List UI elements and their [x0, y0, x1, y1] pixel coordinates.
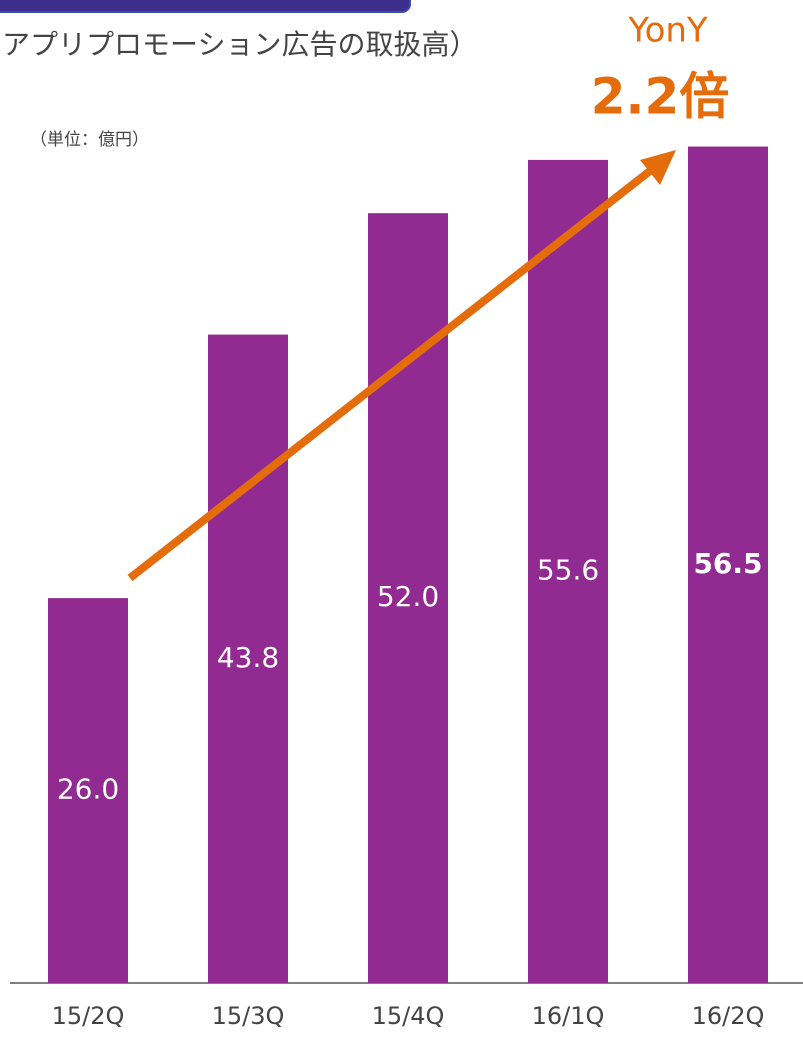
value-label: 43.8: [217, 641, 279, 674]
header-box: [0, 0, 411, 13]
bar: [48, 598, 128, 983]
annotation: YonY: [627, 11, 708, 51]
x-tick-label: 16/2Q: [692, 1002, 765, 1030]
value-label: 56.5: [693, 547, 762, 580]
arrow-head: [640, 150, 676, 185]
x-tick-label: 16/1Q: [532, 1002, 605, 1030]
subtitle: アプリプロモーション広告の取扱高）: [2, 28, 477, 61]
unit-label: （単位：億円）: [30, 130, 149, 150]
x-tick-label: 15/3Q: [212, 1002, 285, 1030]
value-label: 55.6: [537, 553, 599, 586]
bar: [528, 159, 608, 983]
trend-arrow: [127, 163, 658, 582]
x-tick-label: 15/2Q: [52, 1002, 125, 1030]
x-tick-label: 15/4Q: [372, 1002, 445, 1030]
bar: [208, 334, 288, 983]
bar: [688, 146, 768, 983]
annotation: 2.2倍: [591, 68, 730, 126]
value-label: 26.0: [57, 773, 119, 806]
value-label: 52.0: [377, 580, 439, 613]
